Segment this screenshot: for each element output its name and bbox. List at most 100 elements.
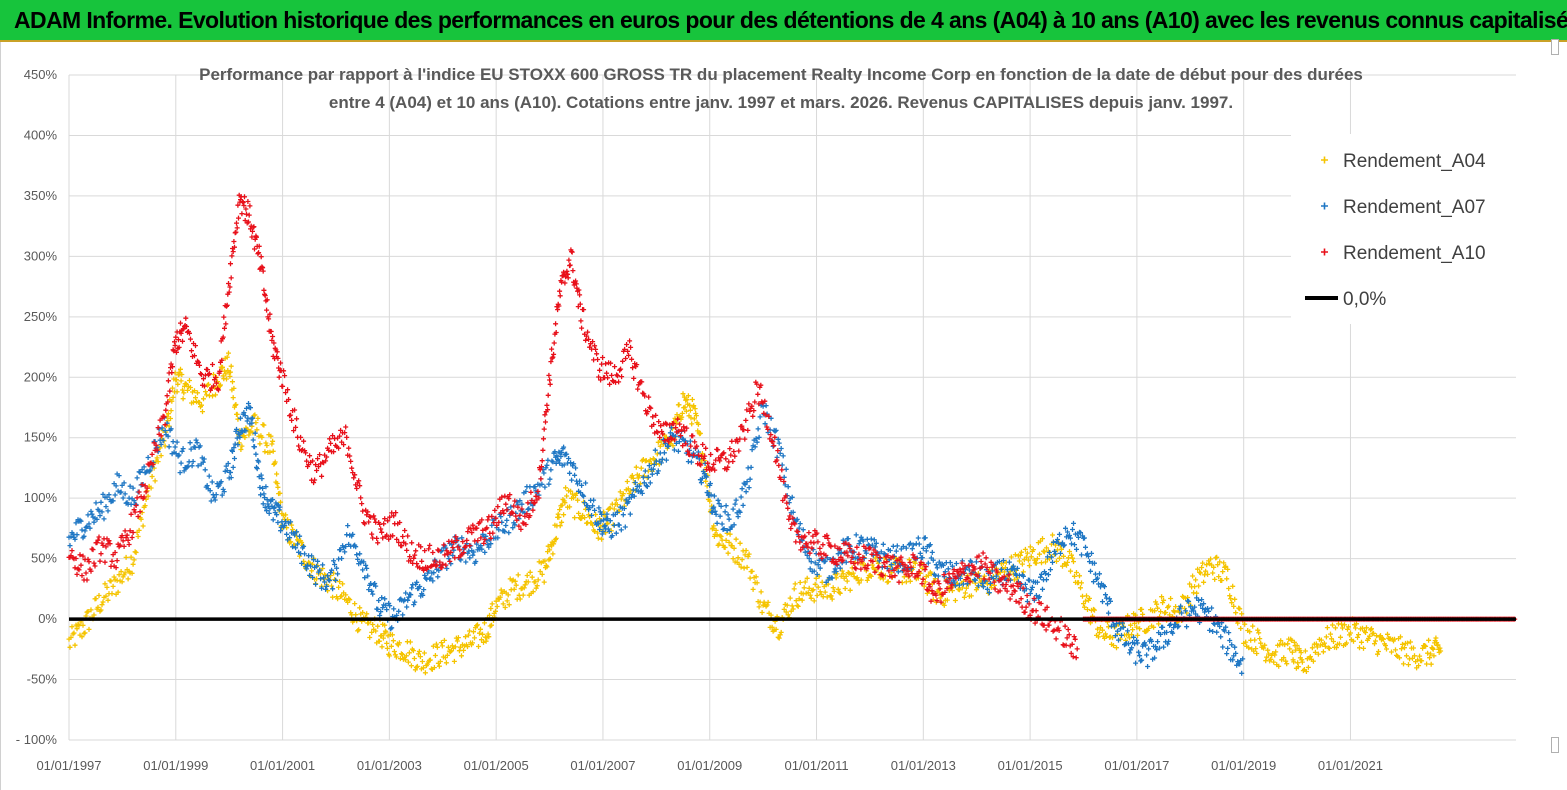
data-point [614, 509, 620, 515]
data-point [874, 552, 880, 558]
data-point [1029, 584, 1035, 590]
data-point [407, 639, 413, 645]
data-point [1004, 588, 1010, 594]
data-point [375, 540, 381, 546]
data-point [1229, 642, 1235, 648]
data-point [405, 597, 411, 603]
data-point [454, 638, 460, 644]
data-point [78, 518, 84, 524]
data-point [174, 389, 180, 395]
data-point [264, 443, 270, 448]
data-point [205, 367, 210, 373]
data-point [391, 649, 397, 654]
data-point [539, 458, 545, 464]
data-point [444, 548, 450, 554]
data-point [413, 548, 419, 554]
data-point [627, 488, 633, 494]
data-point [945, 566, 951, 572]
data-point [1420, 645, 1426, 651]
data-point [1359, 639, 1364, 645]
data-point [1095, 626, 1100, 632]
data-point [530, 589, 536, 595]
data-point [573, 281, 579, 287]
data-point [520, 592, 526, 598]
data-point [764, 602, 770, 608]
data-point [695, 421, 701, 427]
data-point [730, 459, 736, 464]
data-point [754, 439, 760, 445]
resize-handle-top-right[interactable] [1551, 39, 1559, 55]
data-point [1372, 641, 1377, 647]
data-point [95, 604, 101, 610]
data-point [648, 405, 654, 411]
data-point [562, 500, 568, 506]
data-point [599, 536, 605, 542]
data-point [517, 512, 523, 518]
data-point [1155, 605, 1161, 611]
data-point [349, 465, 355, 471]
data-point [963, 585, 969, 591]
data-point [199, 402, 204, 408]
data-point [129, 570, 135, 576]
data-point [1424, 661, 1430, 667]
data-point [516, 523, 522, 529]
data-point [643, 483, 649, 489]
data-point [608, 360, 614, 366]
data-point [658, 460, 664, 466]
data-point [557, 288, 563, 294]
data-point [1116, 637, 1121, 643]
data-point [944, 597, 950, 603]
data-point [559, 279, 565, 285]
data-point [455, 635, 461, 641]
data-point [137, 469, 143, 475]
data-point [270, 517, 276, 523]
data-point [1071, 520, 1076, 526]
data-point [128, 554, 134, 560]
data-point [209, 479, 215, 485]
data-point [981, 576, 987, 582]
data-point [986, 576, 992, 582]
y-tick-label: 50% [31, 551, 57, 566]
data-point [200, 409, 205, 415]
data-point [103, 593, 109, 599]
data-point [814, 530, 820, 536]
y-tick-label: 0% [38, 611, 57, 626]
data-point [246, 401, 251, 406]
data-point [293, 424, 299, 430]
data-point [925, 560, 931, 566]
data-point [348, 458, 354, 464]
data-point [231, 385, 237, 391]
data-point [607, 505, 613, 511]
legend-marker [1321, 248, 1328, 256]
data-point [696, 452, 702, 458]
data-point [567, 262, 573, 268]
data-point [526, 506, 532, 512]
data-point [614, 372, 620, 378]
data-point [626, 352, 632, 358]
data-point [1201, 601, 1207, 607]
data-point [877, 555, 883, 560]
data-point [165, 399, 171, 405]
data-point [1092, 607, 1097, 613]
data-point [371, 513, 377, 519]
data-point [1195, 566, 1201, 572]
data-point [266, 510, 272, 516]
data-point [980, 550, 986, 556]
data-point [386, 653, 392, 659]
data-point [85, 512, 91, 518]
data-point [1224, 576, 1230, 582]
data-point [564, 268, 570, 274]
data-point [644, 484, 650, 489]
data-point [317, 452, 323, 458]
data-point [238, 447, 244, 452]
data-point [711, 461, 717, 467]
data-point [201, 396, 206, 402]
data-point [448, 549, 454, 555]
resize-handle-bottom-right[interactable] [1551, 737, 1559, 753]
data-point [338, 547, 344, 553]
data-point [543, 419, 548, 425]
y-tick-label: 350% [24, 188, 58, 203]
data-point [183, 315, 189, 321]
data-point [396, 640, 402, 646]
data-point [1056, 628, 1062, 633]
